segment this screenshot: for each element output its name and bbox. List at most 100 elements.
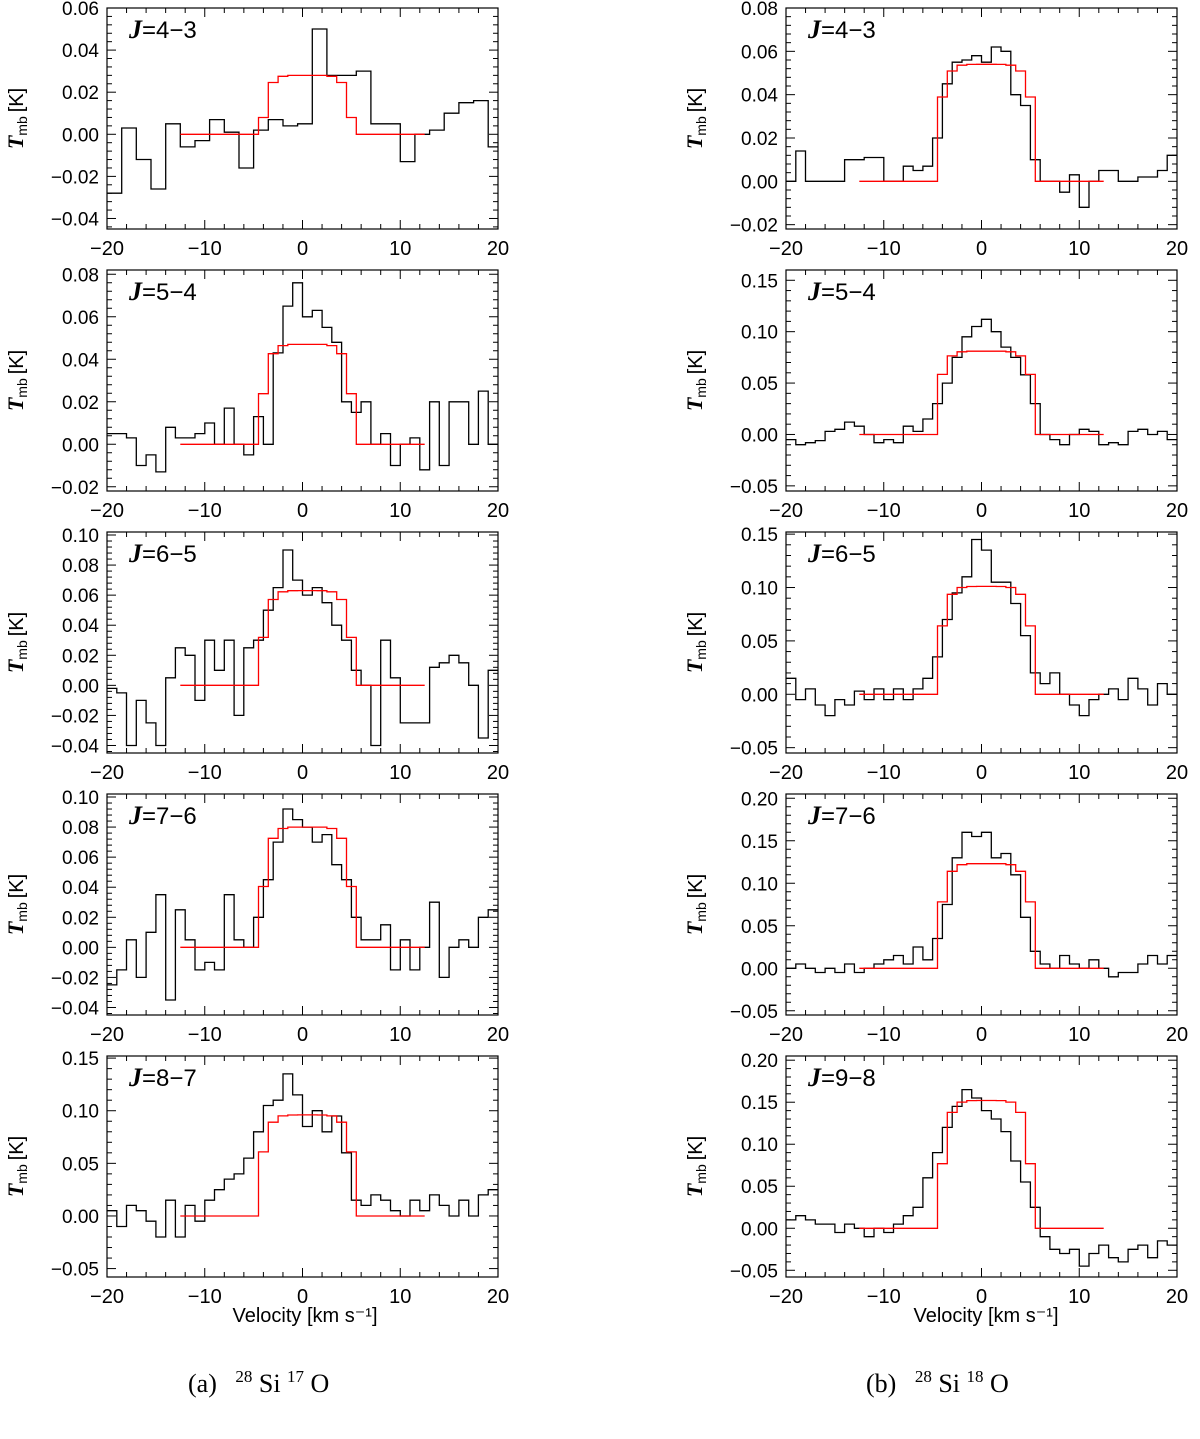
panel-6: −20 −10 0 10 20 −0.04 −0.02 0.00 0.02 0.04 0.06 0.0… (3, 788, 509, 1046)
x-tick-label: −20 (90, 1024, 124, 1046)
y-axis-label: Tmb[K] (3, 874, 30, 935)
panel-7: −20 −10 0 10 20 −0.05 0.00 0.05 0.10 0.15 0.20 Tmb[… (682, 789, 1188, 1046)
x-tick-label: 0 (297, 238, 308, 260)
x-tick-label: −10 (188, 762, 222, 784)
panel-0: −20 −10 0 10 20 −0.04 −0.02 0.00 0.02 0.04 0.06 Tmb… (3, 0, 509, 260)
y-tick-label: 0.05 (741, 917, 778, 938)
panels: −20 −10 0 10 20 −0.04 −0.02 0.00 0.02 0.04 0.06 Tmb… (3, 0, 1188, 1308)
transition-label: J=5−4 (128, 277, 197, 306)
x-tick-label: −10 (188, 238, 222, 260)
y-tick-label: 0.10 (62, 526, 99, 547)
x-tick-label: −20 (90, 500, 124, 522)
caption-a-element2: O (311, 1369, 330, 1398)
y-tick-label: 0.10 (741, 1135, 778, 1156)
model-fit-line (859, 1099, 1104, 1229)
x-tick-label: 0 (297, 500, 308, 522)
y-tick-label: 0.10 (741, 323, 778, 344)
x-tick-label: −20 (769, 762, 803, 784)
y-tick-label: −0.02 (51, 706, 99, 727)
y-axis-label: Tmb[K] (682, 874, 709, 935)
y-tick-label: −0.05 (730, 1002, 778, 1023)
y-tick-label: −0.04 (51, 998, 100, 1019)
x-tick-label: 0 (297, 1024, 308, 1046)
x-tick-label: −10 (188, 1024, 222, 1046)
y-tick-label: 0.06 (62, 308, 99, 329)
y-tick-label: 0.00 (62, 435, 99, 456)
y-tick-label: 0.10 (62, 788, 99, 809)
y-tick-label: 0.08 (741, 0, 778, 20)
x-axis-label-right: Velocity [km s⁻¹] (913, 1305, 1058, 1327)
caption-a: (a) 28 Si 17 O (188, 1359, 329, 1398)
model-fit-line (180, 74, 425, 135)
y-tick-label: −0.04 (51, 209, 100, 230)
caption-b-mass2: 18 (967, 1367, 984, 1386)
y-axis-label: Tmb[K] (682, 88, 709, 149)
x-tick-label: 20 (487, 1024, 509, 1046)
x-tick-label: 20 (487, 1286, 509, 1308)
y-tick-label: 0.06 (62, 0, 99, 20)
y-tick-label: −0.05 (51, 1260, 99, 1281)
x-tick-label: 0 (297, 762, 308, 784)
x-tick-label: 10 (389, 1286, 411, 1308)
y-tick-label: 0.15 (741, 271, 778, 292)
x-tick-label: −10 (867, 500, 901, 522)
model-fit-line (180, 343, 425, 445)
transition-label: J=5−4 (807, 277, 876, 306)
caption-b-mass: 28 (915, 1367, 932, 1386)
x-tick-label: 20 (487, 762, 509, 784)
caption-b-element: Si (938, 1369, 960, 1398)
y-tick-label: 0.00 (741, 1219, 778, 1240)
observed-spectrum-line (107, 808, 498, 1001)
x-tick-label: 20 (1166, 762, 1188, 784)
x-tick-label: −10 (867, 762, 901, 784)
y-tick-label: 0.15 (62, 1049, 99, 1070)
panel-9: −20 −10 0 10 20 −0.05 0.00 0.05 0.10 0.15 0.20 Tmb[… (682, 1051, 1188, 1308)
y-tick-label: 0.02 (62, 908, 99, 929)
transition-label: J=4−3 (128, 15, 197, 44)
y-tick-label: 0.00 (62, 938, 99, 959)
x-tick-label: 10 (389, 500, 411, 522)
y-tick-label: 0.10 (741, 579, 778, 600)
y-tick-label: 0.02 (741, 129, 778, 150)
y-tick-label: 0.15 (741, 832, 778, 853)
x-tick-label: 10 (1068, 1286, 1090, 1308)
model-fit-line (859, 585, 1104, 695)
x-tick-label: 0 (976, 500, 987, 522)
x-tick-label: 20 (1166, 1024, 1188, 1046)
transition-label: J=9−8 (807, 1063, 876, 1092)
y-tick-label: 0.04 (62, 41, 99, 62)
caption-b-prefix: (b) (866, 1369, 896, 1398)
y-tick-label: 0.10 (741, 874, 778, 895)
y-tick-label: 0.00 (62, 676, 99, 697)
x-tick-label: −20 (90, 1286, 124, 1308)
y-tick-label: 0.06 (741, 42, 778, 63)
transition-label: J=7−6 (128, 801, 197, 830)
y-tick-label: 0.04 (741, 86, 778, 107)
y-tick-label: 0.08 (62, 265, 99, 286)
y-tick-label: 0.05 (741, 374, 778, 395)
y-tick-label: 0.10 (62, 1102, 99, 1123)
y-tick-label: −0.02 (51, 167, 99, 188)
caption-a-mass: 28 (235, 1367, 252, 1386)
caption-a-element: Si (259, 1369, 281, 1398)
observed-spectrum-line (786, 318, 1177, 446)
transition-label: J=7−6 (807, 801, 876, 830)
x-tick-label: −20 (769, 500, 803, 522)
caption-a-mass2: 17 (287, 1367, 305, 1386)
model-fit-line (859, 63, 1104, 182)
panel-2: −20 −10 0 10 20 −0.02 0.00 0.02 0.04 0.06 0.08 Tmb[… (3, 265, 509, 522)
y-tick-label: 0.08 (62, 556, 99, 577)
y-tick-label: 0.04 (62, 616, 99, 637)
x-tick-label: −10 (188, 1286, 222, 1308)
x-tick-label: 0 (976, 1286, 987, 1308)
y-axis-label: Tmb[K] (682, 612, 709, 673)
y-tick-label: 0.05 (741, 632, 778, 653)
y-tick-label: 0.00 (741, 959, 778, 980)
x-tick-label: −20 (90, 762, 124, 784)
transition-label: J=6−5 (807, 539, 876, 568)
x-axis-label-left: Velocity [km s⁻¹] (232, 1305, 377, 1327)
y-axis-label: Tmb[K] (682, 350, 709, 411)
x-tick-label: −10 (867, 238, 901, 260)
observed-spectrum-line (786, 46, 1177, 208)
